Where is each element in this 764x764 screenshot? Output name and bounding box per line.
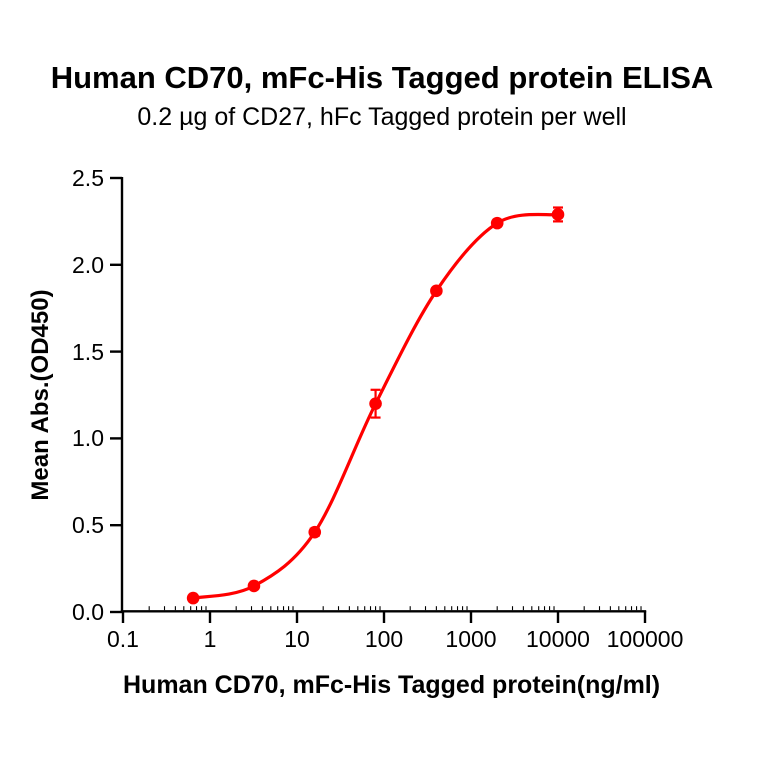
data-point: [308, 525, 322, 539]
y-tick-label: 2.5: [72, 165, 104, 191]
chart-title: Human CD70, mFc-His Tagged protein ELISA: [50, 60, 714, 95]
data-point: [369, 397, 382, 410]
y-tick-label: 1.5: [72, 338, 104, 365]
y-axis-label: Mean Abs.(OD450): [27, 289, 54, 501]
data-point: [247, 579, 261, 593]
x-tick-label: 100000: [606, 626, 684, 652]
data-point: [490, 216, 504, 230]
x-tick-label: 0.1: [107, 626, 139, 652]
data-point: [186, 591, 200, 605]
y-tick-label: 2.0: [72, 251, 104, 278]
y-tick-label: 1.0: [72, 425, 104, 452]
data-point: [551, 208, 565, 221]
x-axis-label: Human CD70, mFc-His Tagged protein(ng/ml…: [123, 671, 661, 699]
x-tick-label: 10000: [526, 626, 590, 652]
x-tick-label: 100: [364, 626, 404, 652]
x-tick-label: 10: [284, 626, 310, 652]
chart-subtitle: 0.2 µg of CD27, hFc Tagged protein per w…: [137, 103, 627, 131]
x-tick-label: 1: [203, 626, 217, 652]
x-tick-label: 1000: [445, 626, 497, 652]
y-tick-label: 0.0: [72, 599, 104, 625]
data-point: [430, 284, 443, 298]
y-tick-label: 0.5: [72, 512, 104, 539]
